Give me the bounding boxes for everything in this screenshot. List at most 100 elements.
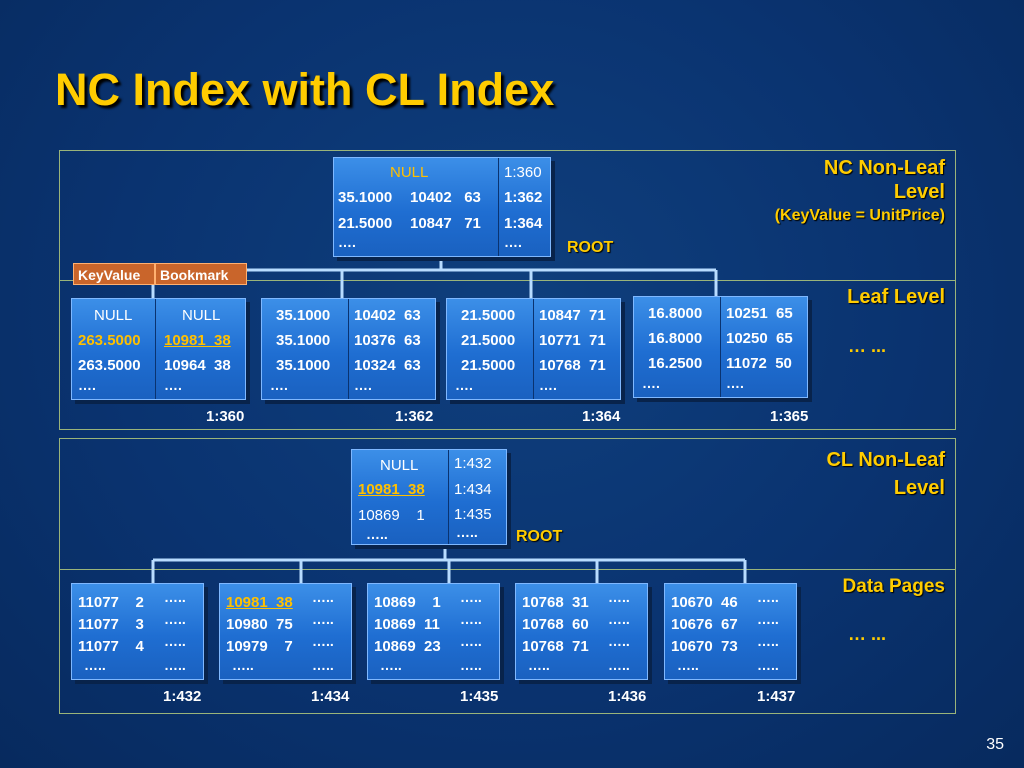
cl-data-rest: ….. [757, 657, 779, 673]
cl-nonleaf-label: CL Non-Leaf Level [826, 446, 945, 502]
nc-leaf-bookmark: 10964 38 [164, 357, 231, 374]
nc-leaf-bookmark: 10768 71 [539, 357, 606, 374]
nc-leaf-key: 16.8000 [648, 330, 703, 347]
cl-root-node: NULL 10981 38 10869 1 ….. 1:432 1:434 1:… [351, 449, 507, 545]
nc-nonleaf-label: NC Non-Leaf Level (KeyValue = UnitPrice) [775, 156, 945, 228]
cl-data-rest: ….. [312, 611, 334, 627]
cl-data-rest: ….. [460, 633, 482, 649]
nc-leaf-page: 35.1000 10402 63 35.1000 10376 63 35.100… [261, 298, 436, 400]
cl-data-key: 10676 67 [671, 616, 738, 633]
nc-root-label: ROOT [567, 239, 614, 256]
cl-data-key: ….. [380, 657, 402, 673]
nc-leaf-bookmark: …. [726, 375, 744, 391]
cl-data-rest: ….. [757, 589, 779, 605]
cl-nonleaf-label-line1: CL Non-Leaf [826, 449, 945, 471]
cl-data-key: 10869 1 [374, 594, 441, 611]
nc-root-key: 35.1000 [338, 189, 393, 206]
nc-root-page: 1:360 [504, 164, 542, 181]
cl-data-rest: ….. [608, 633, 630, 649]
nc-leaf-page-id: 1:362 [395, 408, 434, 425]
nc-leaf-bookmark: 10324 63 [354, 357, 421, 374]
cl-data-rest: ….. [312, 633, 334, 649]
nc-root-node: NULL 35.1000 10402 63 21.5000 10847 71 …… [333, 157, 551, 257]
nc-leaf-bookmark: …. [164, 377, 182, 393]
nc-leaf-key: 35.1000 [276, 357, 331, 374]
cl-data-rest: ….. [608, 657, 630, 673]
nc-root-divider [498, 158, 499, 256]
cl-data-key: 10670 73 [671, 638, 738, 655]
nc-leaf-key: 21.5000 [461, 357, 516, 374]
cl-data-key: ….. [84, 657, 106, 673]
nc-leaf-key: 35.1000 [276, 307, 331, 324]
nc-leaf-page-id: 1:360 [206, 408, 245, 425]
cl-data-key: ….. [528, 657, 550, 673]
leaf-level-label: Leaf Level [847, 286, 945, 308]
nc-leaf-bookmark: 10847 71 [539, 307, 606, 324]
nc-leaf-divider [720, 297, 721, 397]
nc-root-bookmark: 10847 71 [410, 215, 481, 232]
nc-leaf-key: …. [270, 377, 288, 393]
nc-leaf-key: …. [455, 377, 473, 393]
data-pages-label: Data Pages [842, 576, 945, 597]
cl-data-rest: ….. [608, 589, 630, 605]
cl-root-page: ….. [456, 524, 478, 540]
cl-data-key: 10981 38 [226, 594, 293, 611]
cl-data-rest: ….. [608, 611, 630, 627]
cl-data-rest: ….. [757, 611, 779, 627]
cl-data-rest: ….. [164, 611, 186, 627]
slide-title: NC Index with CL Index [55, 64, 555, 115]
cl-data-rest: ….. [312, 657, 334, 673]
cl-data-page: 10670 46 10676 67 10670 73 ….. ….. ….. …… [664, 583, 797, 680]
cl-root-divider [448, 450, 449, 544]
nc-leaf-bookmark: 10402 63 [354, 307, 421, 324]
cl-data-key: 10670 46 [671, 594, 738, 611]
nc-leaf-page-id: 1:365 [770, 408, 809, 425]
nc-leaf-bookmark: …. [539, 377, 557, 393]
nc-leaf-page: 21.5000 10847 71 21.5000 10771 71 21.500… [446, 298, 621, 400]
cl-data-rest: ….. [312, 589, 334, 605]
cl-data-key: 10768 31 [522, 594, 589, 611]
nc-root-key: 21.5000 [338, 215, 393, 232]
nc-index-panel [59, 150, 956, 430]
cl-data-page: 10869 1 10869 11 10869 23 ….. ….. ….. ….… [367, 583, 500, 680]
nc-leaf-page-id: 1:364 [582, 408, 621, 425]
nc-leaf-key: 21.5000 [461, 332, 516, 349]
nc-leaf-key: 35.1000 [276, 332, 331, 349]
cl-data-key: ….. [677, 657, 699, 673]
nc-root-bookmark: 10402 63 [410, 189, 481, 206]
nc-nonleaf-label-line1: NC Non-Leaf [823, 157, 945, 179]
cl-data-page: 10768 31 10768 60 10768 71 ….. ….. ….. …… [515, 583, 648, 680]
cl-root-page: 1:435 [454, 506, 492, 523]
cl-data-key: 11077 4 [78, 638, 144, 655]
nc-root-page: …. [504, 234, 522, 250]
cl-data-page: 10981 38 10980 75 10979 7 ….. ….. ….. ….… [219, 583, 352, 680]
nc-root-page: 1:364 [504, 215, 543, 232]
cl-level-divider [59, 569, 956, 570]
cl-data-rest: ….. [460, 657, 482, 673]
nc-leaf-bookmark: 10771 71 [539, 332, 606, 349]
cl-nonleaf-label-line2: Level [893, 477, 945, 499]
nc-leaf-page: NULL NULL 263.5000 10981 38 263.5000 109… [71, 298, 246, 400]
nc-leaf-bookmark: 11072 50 [726, 355, 792, 372]
nc-leaf-key: 16.8000 [648, 305, 703, 322]
cl-root-page: 1:432 [454, 455, 492, 472]
cl-data-key: 11077 2 [78, 594, 144, 611]
cl-root-key: NULL [380, 457, 419, 474]
nc-leaf-bookmark: 10981 38 [164, 332, 231, 349]
cl-data-rest: ….. [164, 589, 186, 605]
cl-data-key: 10768 60 [522, 616, 589, 633]
cl-data-page: 11077 2 11077 3 11077 4 ….. ….. ….. ….. … [71, 583, 204, 680]
nc-nonleaf-label-line3: (KeyValue = UnitPrice) [774, 207, 945, 224]
nc-leaf-key: 263.5000 [78, 357, 141, 374]
nc-leaf-key: 16.2500 [648, 355, 703, 372]
cl-data-key: 10979 7 [226, 638, 293, 655]
nc-leaf-bookmark: 10376 63 [354, 332, 421, 349]
nc-leaf-bookmark: NULL [182, 307, 221, 324]
cl-root-key: 10981 38 [358, 481, 425, 498]
cl-data-rest: ….. [460, 611, 482, 627]
nc-leaf-divider [348, 299, 349, 399]
cl-data-rest: ….. [164, 657, 186, 673]
nc-leaf-key: 21.5000 [461, 307, 516, 324]
data-pages-ellipsis: … ... [848, 624, 887, 644]
cl-data-page-id: 1:435 [460, 688, 499, 705]
